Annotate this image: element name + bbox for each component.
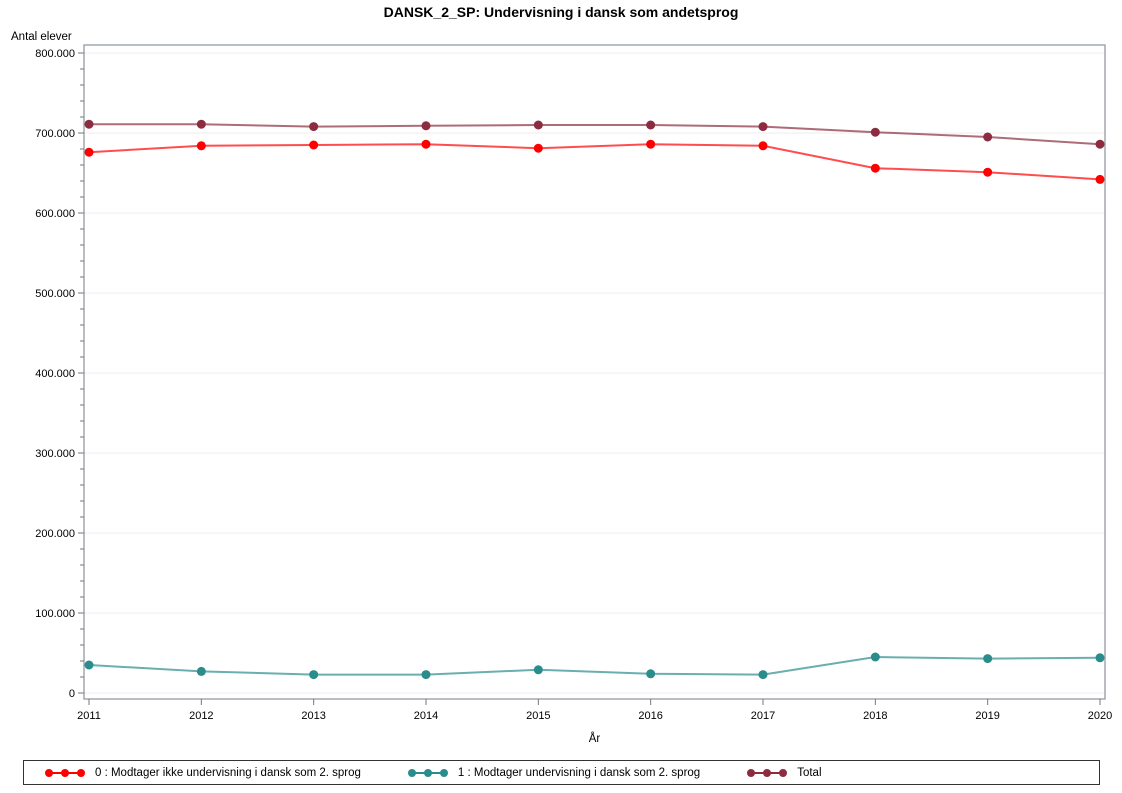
- data-point-series-1: [533, 665, 543, 675]
- data-point-series-1: [1095, 653, 1105, 663]
- data-point-series-1: [421, 670, 431, 680]
- plot-frame: [83, 44, 1106, 700]
- legend-marker-line-dots-icon: [407, 768, 448, 777]
- chart-title: DANSK_2_SP: Undervisning i dansk som and…: [383, 4, 739, 20]
- data-point-series-0: [196, 141, 206, 151]
- series-line-0: [88, 143, 1101, 181]
- x-tick-label: 2018: [863, 710, 887, 722]
- data-point-series-2: [421, 121, 431, 131]
- legend-item-total: Total: [746, 766, 822, 779]
- y-tick-label: 600.000: [35, 208, 75, 220]
- data-point-series-0: [758, 141, 768, 151]
- data-point-series-2: [533, 120, 543, 130]
- y-tick-label: 300.000: [35, 448, 75, 460]
- data-point-series-0: [309, 140, 319, 150]
- data-point-series-0: [84, 147, 94, 157]
- y-tick-label: 200.000: [35, 528, 75, 540]
- plot-area: 0 100.000 200.000 300.000 400.000 500.000 600.…: [35, 44, 1112, 722]
- data-point-series-1: [196, 666, 206, 676]
- x-tick-label: 2020: [1088, 710, 1112, 722]
- data-point-series-2: [196, 119, 206, 129]
- y-tick-label: 0: [69, 688, 75, 700]
- data-point-series-2: [646, 120, 656, 130]
- x-axis-label: År: [588, 733, 601, 745]
- data-point-series-1: [84, 660, 94, 670]
- series-line-1: [88, 655, 1101, 676]
- data-point-series-2: [758, 122, 768, 132]
- legend-item-receiving: 1 : Modtager undervisning i dansk som 2.…: [407, 767, 700, 779]
- series-line-2: [89, 123, 1101, 146]
- legend-marker-line-dots-icon: [747, 768, 788, 777]
- data-point-series-0: [533, 143, 543, 153]
- legend-label: Total: [797, 766, 822, 779]
- data-point-series-2: [870, 127, 880, 137]
- data-point-series-1: [646, 669, 656, 679]
- y-tick-label: 700.000: [35, 128, 75, 140]
- x-tick-label: 2019: [975, 710, 999, 722]
- data-point-series-1: [870, 652, 880, 662]
- data-point-series-0: [421, 139, 431, 149]
- data-point-series-2: [1095, 139, 1105, 149]
- x-tick-label: 2017: [751, 710, 775, 722]
- y-axis-label: Antal elever: [11, 31, 72, 43]
- data-point-series-1: [309, 670, 319, 680]
- legend-label: 1 : Modtager undervisning i dansk som 2.…: [457, 766, 701, 779]
- data-point-series-2: [309, 122, 319, 132]
- legend-marker-line-dots-icon: [45, 768, 85, 777]
- data-point-series-0: [1095, 174, 1105, 184]
- legend: 0 : Modtager ikke undervisning i dansk s…: [23, 760, 1100, 785]
- data-point-series-1: [758, 670, 768, 680]
- x-tick-label: 2011: [77, 710, 101, 722]
- y-tick-label: 100.000: [35, 608, 75, 620]
- x-tick-label: 2015: [526, 710, 550, 722]
- data-point-series-2: [84, 119, 94, 129]
- y-tick-label: 400.000: [35, 368, 75, 380]
- legend-item-not-receiving: 0 : Modtager ikke undervisning i dansk s…: [44, 767, 361, 779]
- data-point-series-1: [983, 654, 993, 664]
- x-tick-label: 2016: [638, 710, 662, 722]
- x-tick-label: 2014: [414, 710, 438, 722]
- y-tick-label: 800.000: [35, 48, 75, 60]
- data-point-series-0: [646, 139, 656, 149]
- x-tick-label: 2012: [189, 710, 213, 722]
- data-point-series-0: [983, 167, 993, 177]
- data-point-series-0: [870, 163, 880, 173]
- legend-label: 0 : Modtager ikke undervisning i dansk s…: [95, 766, 361, 779]
- y-tick-label: 500.000: [35, 288, 75, 300]
- x-tick-label: 2013: [301, 710, 325, 722]
- data-point-series-2: [983, 132, 993, 142]
